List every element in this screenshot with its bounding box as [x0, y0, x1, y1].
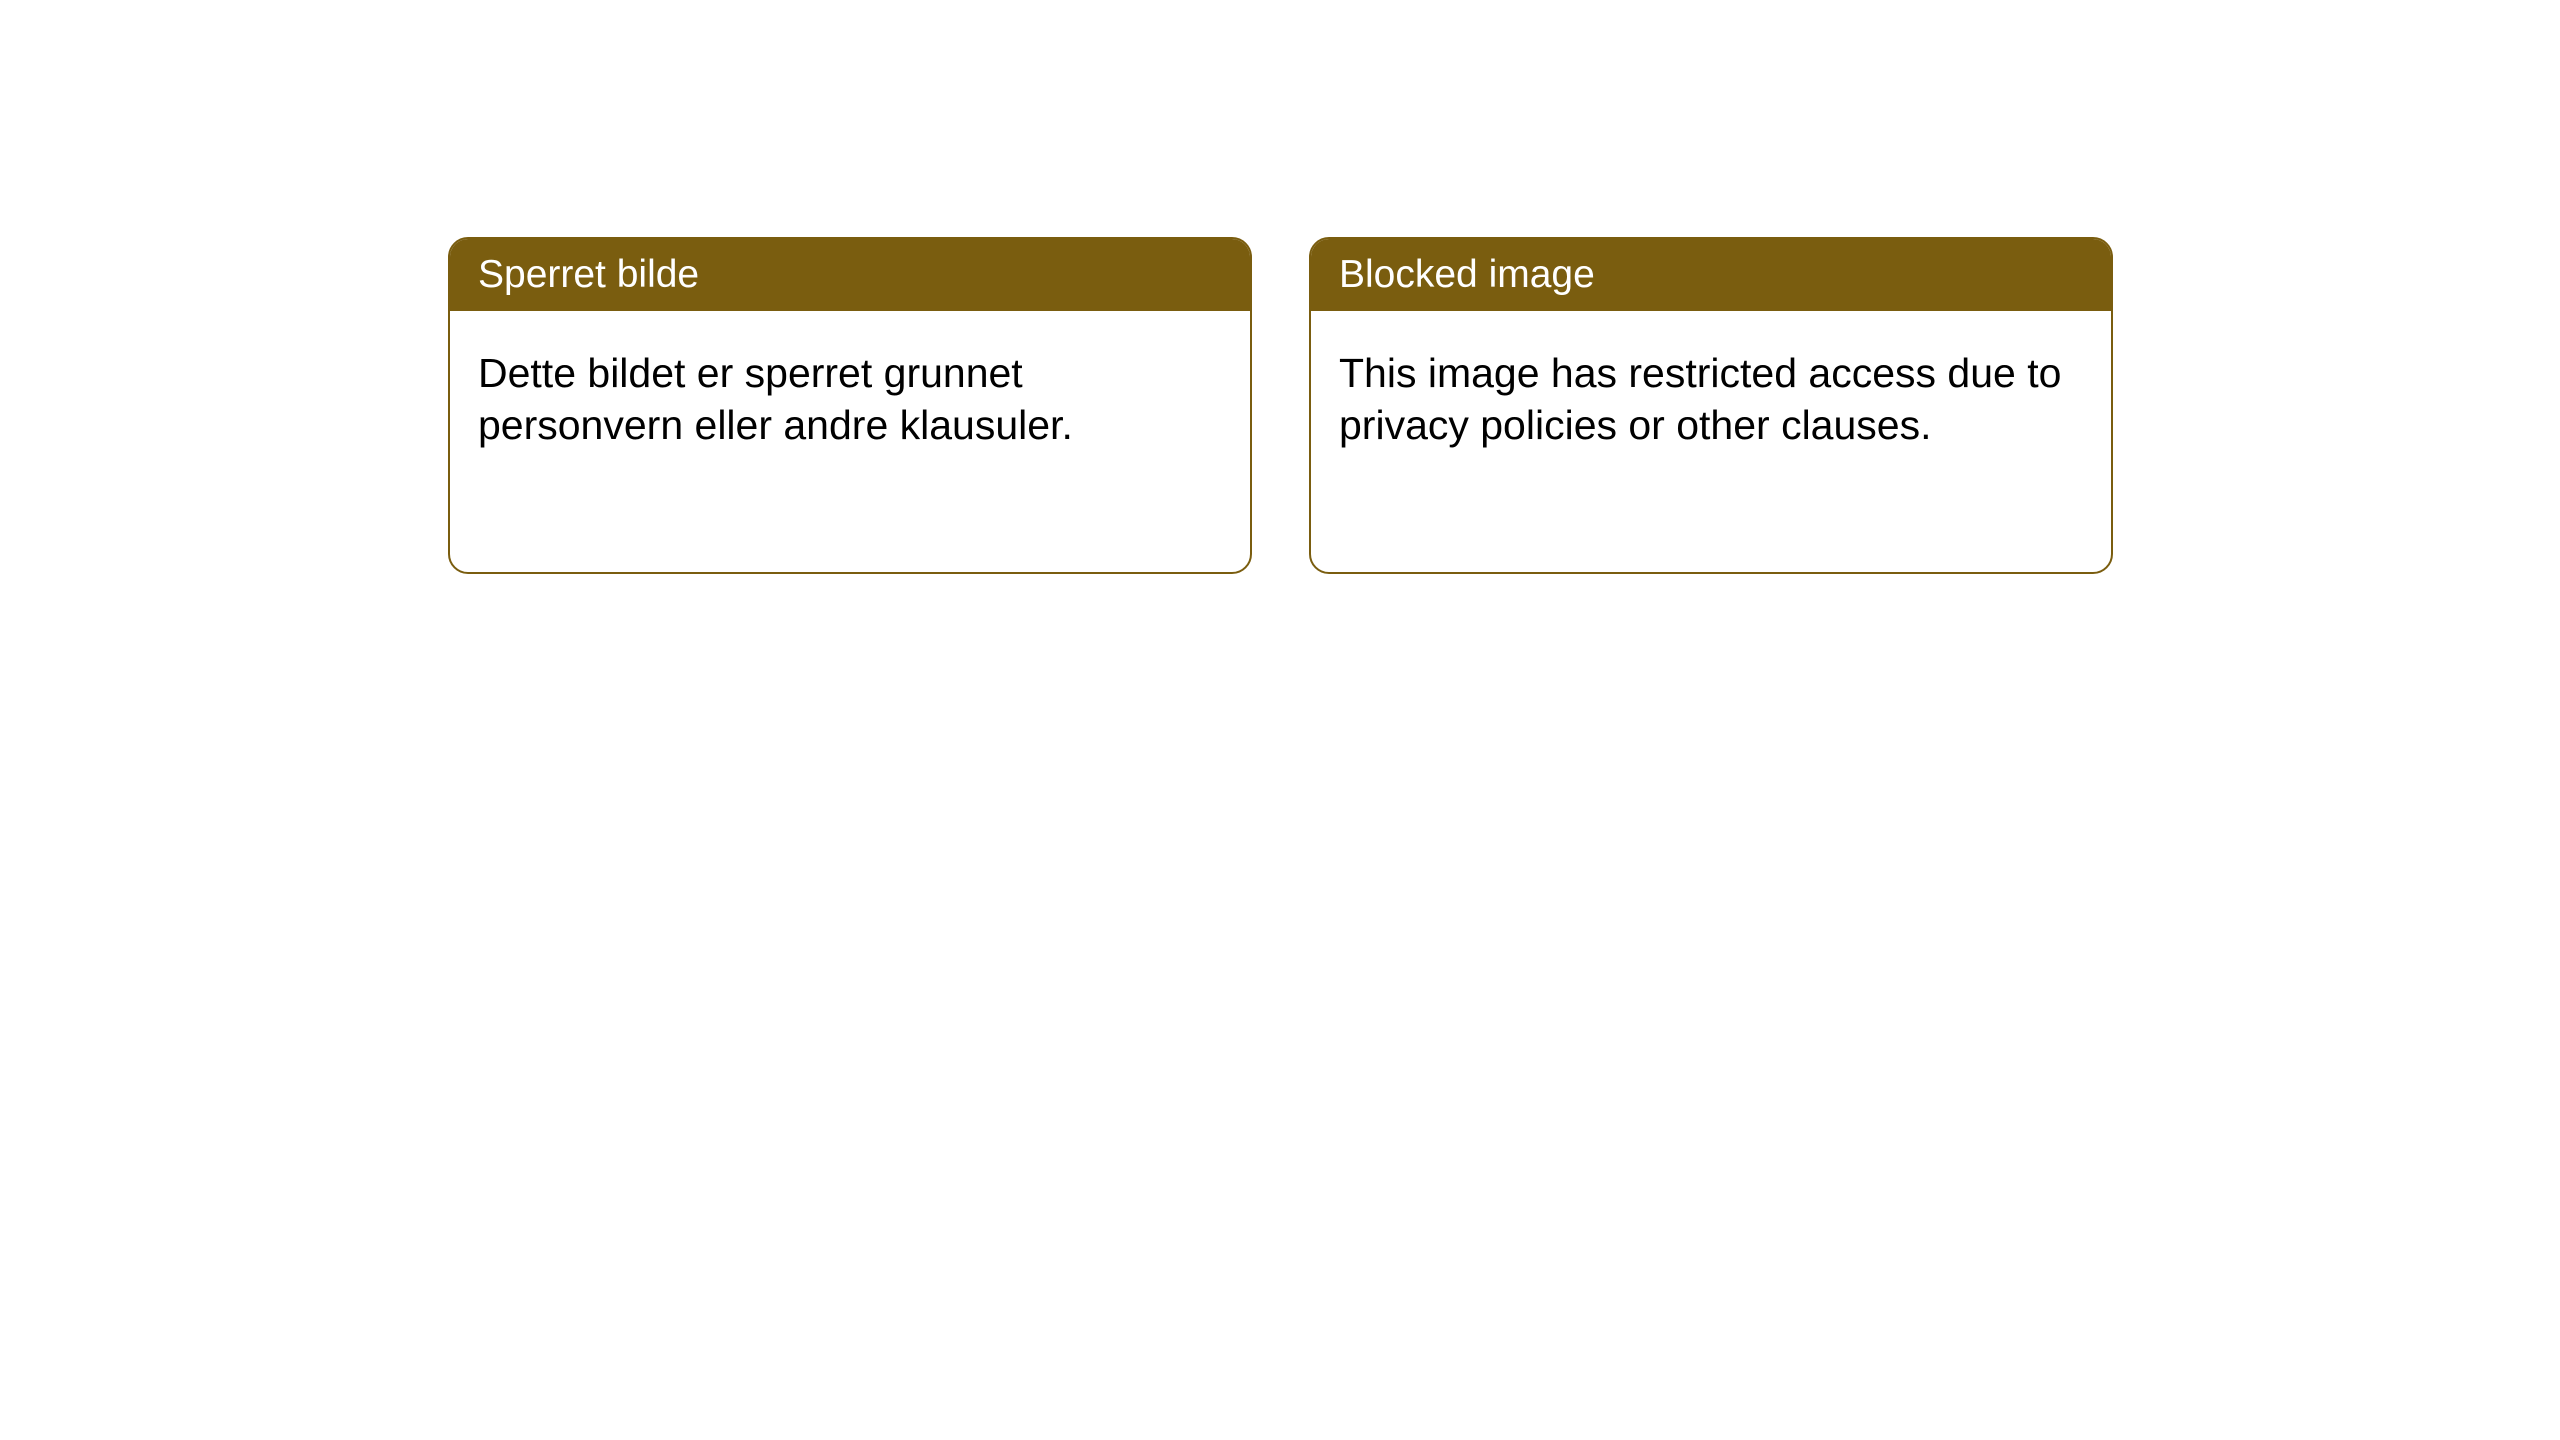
notice-title: Sperret bilde	[478, 253, 699, 296]
notice-text: Dette bildet er sperret grunnet personve…	[478, 350, 1073, 448]
notice-body: Dette bildet er sperret grunnet personve…	[450, 311, 1250, 488]
notice-header: Blocked image	[1311, 239, 2111, 311]
notice-body: This image has restricted access due to …	[1311, 311, 2111, 488]
notice-card-norwegian: Sperret bilde Dette bildet er sperret gr…	[448, 237, 1252, 574]
notice-text: This image has restricted access due to …	[1339, 350, 2061, 448]
notice-title: Blocked image	[1339, 253, 1595, 296]
notice-container: Sperret bilde Dette bildet er sperret gr…	[448, 237, 2113, 574]
notice-card-english: Blocked image This image has restricted …	[1309, 237, 2113, 574]
notice-header: Sperret bilde	[450, 239, 1250, 311]
